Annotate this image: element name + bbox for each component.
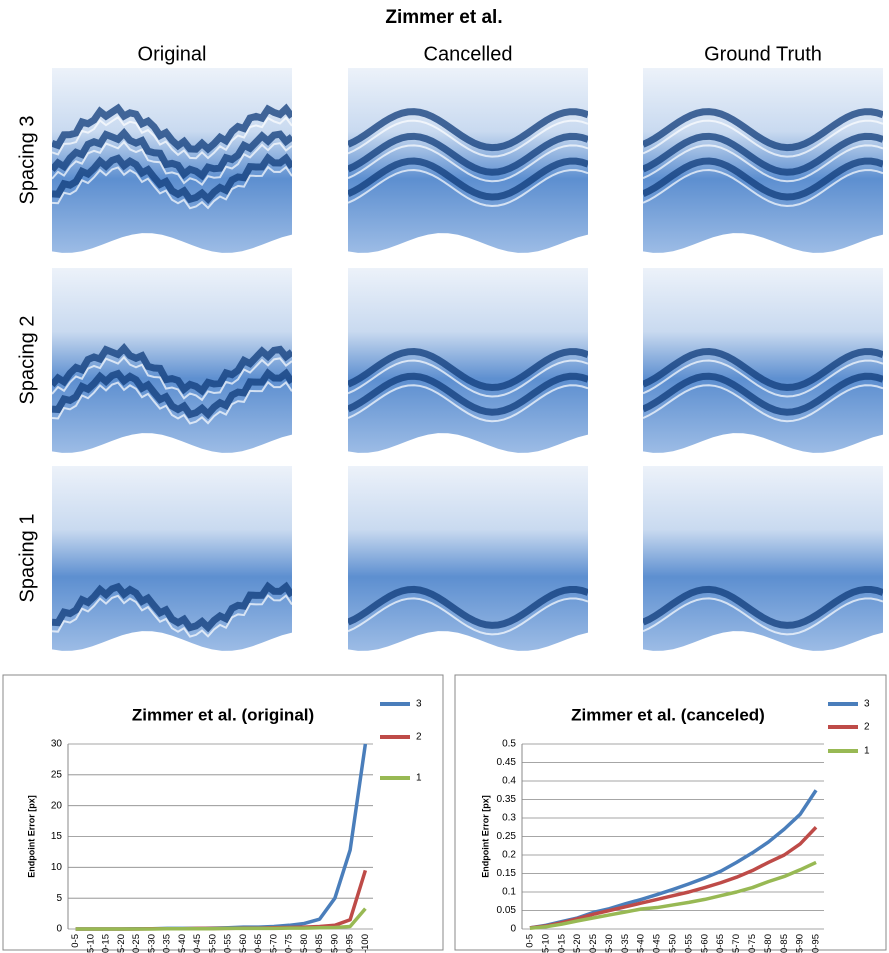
panel-background [643,463,883,653]
x-tick-label: 50-55 [683,934,694,953]
y-tick-label: 20 [51,800,63,811]
y-tick-label: 15 [51,831,63,842]
x-tick-label: 95-100 [360,934,371,953]
x-tick-label: 30-35 [620,934,631,953]
row-label: Spacing 1 [16,514,38,603]
panel-background [348,65,588,255]
row-label: Spacing 3 [16,116,38,205]
x-tick-label: 35-40 [636,934,647,953]
y-tick-label: 0.3 [502,813,516,824]
x-tick-label: 50-55 [223,934,234,953]
row-label: Spacing 2 [16,316,38,405]
x-tick-label: 0-5 [524,934,535,948]
x-tick-label: 15-20 [116,934,127,953]
x-tick-label: 85-90 [795,934,806,953]
x-tick-label: 15-20 [572,934,583,953]
column-label: Cancelled [424,43,513,65]
legend-label: 3 [864,699,870,710]
series-line [76,870,366,929]
image-panel [52,463,292,653]
y-tick-label: 30 [51,739,63,750]
legend-label: 3 [416,699,422,710]
y-tick-label: 25 [51,769,63,780]
x-tick-label: 75-80 [299,934,310,953]
x-tick-label: 55-60 [699,934,710,953]
y-tick-label: 0.25 [497,831,517,842]
x-tick-label: 35-40 [177,934,188,953]
image-panel [348,463,588,653]
figure-title: Zimmer et al. [385,7,502,28]
x-tick-label: 85-90 [329,934,340,953]
x-tick-label: 45-50 [207,934,218,953]
figure: Zimmer et al. Original Cancelled Ground Tr… [0,0,889,953]
image-panel [52,65,292,255]
x-tick-label: 5-10 [540,934,551,953]
y-tick-label: 0.4 [502,776,516,787]
y-tick-label: 0 [510,924,516,935]
y-tick-label: 0.5 [502,739,516,750]
panel-background [348,463,588,653]
x-tick-label: 45-50 [668,934,679,953]
column-label: Ground Truth [704,43,822,65]
x-tick-label: 30-35 [162,934,173,953]
y-tick-label: 0.45 [497,757,517,768]
y-tick-label: 0.2 [502,850,516,861]
x-tick-label: 60-65 [253,934,264,953]
chart-title: Zimmer et al. (canceled) [571,705,765,724]
y-tick-label: 10 [51,862,63,873]
x-tick-label: 10-15 [101,934,112,953]
legend-label: 2 [416,732,422,743]
x-tick-label: 25-30 [604,934,615,953]
image-panel [348,265,588,455]
x-tick-label: 90-95 [811,934,822,953]
x-tick-label: 5-10 [85,934,96,953]
panel-background [52,463,292,653]
image-panel [348,65,588,255]
y-axis-label: Endpoint Error [px] [480,795,490,878]
legend-label: 2 [864,722,870,733]
x-tick-label: 70-75 [284,934,295,953]
chart-title: Zimmer et al. (original) [132,705,314,724]
y-tick-label: 0.35 [497,794,517,805]
y-tick-label: 0.05 [497,905,517,916]
x-tick-label: 10-15 [556,934,567,953]
x-tick-label: 60-65 [715,934,726,953]
image-panel [643,265,883,455]
y-tick-label: 0.1 [502,887,516,898]
image-panel [643,65,883,255]
x-tick-label: 0-5 [70,934,81,948]
image-panel [643,463,883,653]
x-tick-label: 75-80 [763,934,774,953]
x-tick-label: 70-75 [747,934,758,953]
series-line [530,827,816,928]
y-tick-label: 0.15 [497,868,517,879]
image-panel [52,265,292,455]
y-axis-label: Endpoint Error [px] [26,795,36,878]
y-tick-label: 0 [56,924,62,935]
x-tick-label: 55-60 [238,934,249,953]
x-tick-label: 90-95 [345,934,356,953]
x-tick-label: 20-25 [588,934,599,953]
page: Zimmer et al. Original Cancelled Ground Tr… [0,0,889,953]
x-tick-label: 40-45 [192,934,203,953]
x-tick-label: 80-85 [314,934,325,953]
y-tick-label: 5 [56,893,62,904]
x-tick-label: 80-85 [779,934,790,953]
panel-background [643,65,883,255]
x-tick-label: 40-45 [652,934,663,953]
legend-label: 1 [416,773,422,784]
x-tick-label: 65-70 [268,934,279,953]
column-label: Original [138,43,207,65]
legend-label: 1 [864,746,870,757]
x-tick-label: 25-30 [146,934,157,953]
x-tick-label: 20-25 [131,934,142,953]
x-tick-label: 65-70 [731,934,742,953]
